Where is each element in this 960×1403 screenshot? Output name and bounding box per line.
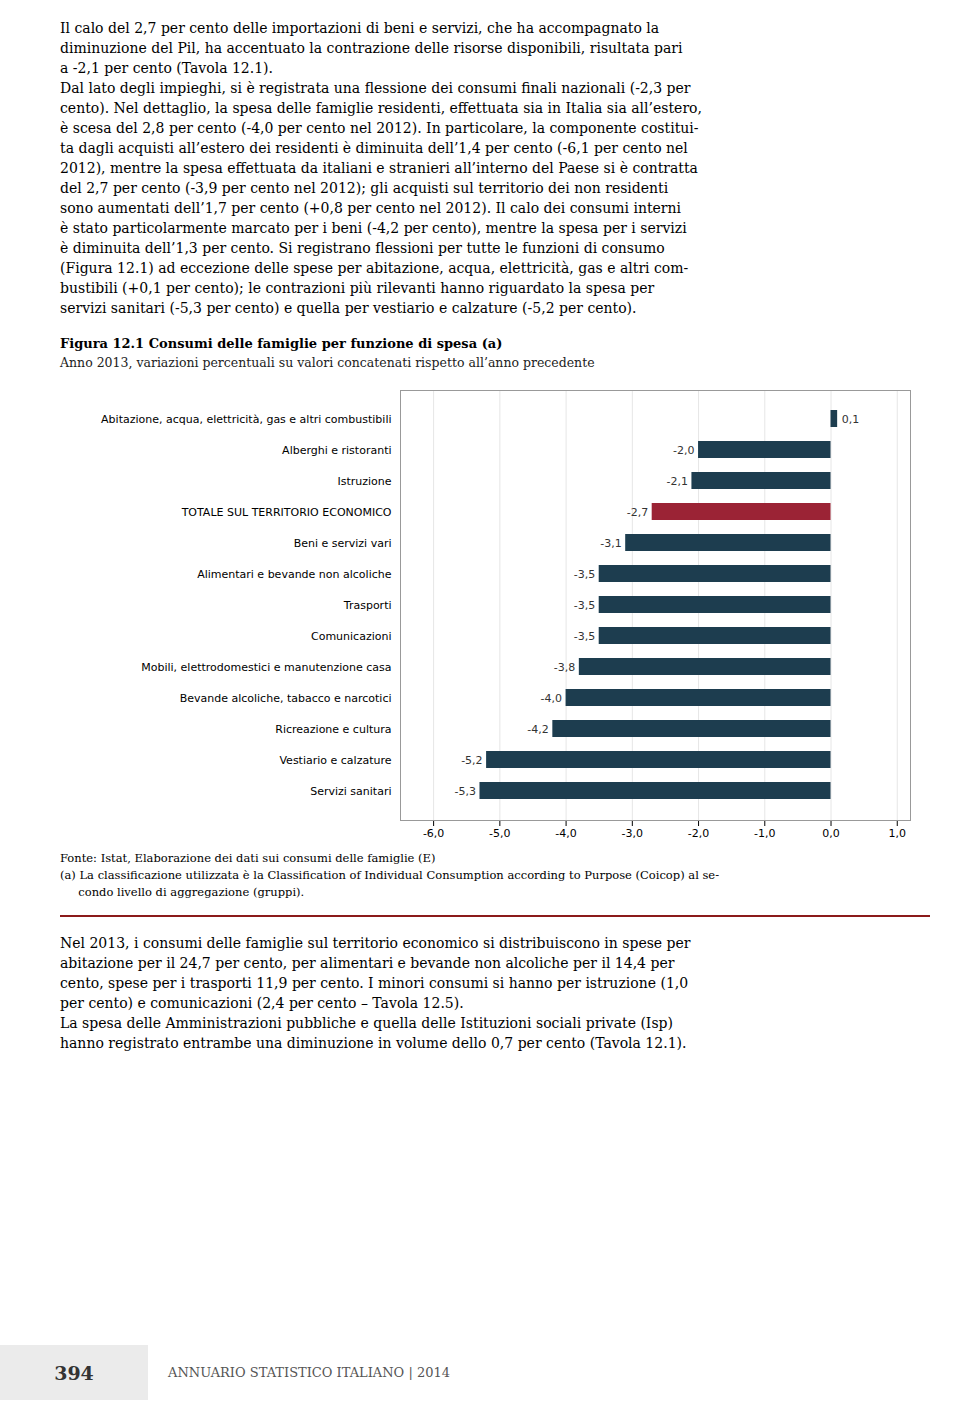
- svg-text:-2,0: -2,0: [688, 827, 709, 840]
- html-text:(a) La classificazione utilizz: (a) La classificazione utilizzata è la C…: [60, 868, 720, 882]
- svg-text:Beni e servizi vari: Beni e servizi vari: [294, 537, 392, 550]
- html-text:ANNUARIO STATISTICO ITALIANO |: ANNUARIO STATISTICO ITALIANO | 2014: [168, 1365, 450, 1380]
- svg-text:-6,0: -6,0: [423, 827, 444, 840]
- svg-text:-5,0: -5,0: [489, 827, 510, 840]
- html-text:ta dagli acquisti all’estero d: ta dagli acquisti all’estero dei residen…: [60, 140, 688, 156]
- svg-text:Comunicazioni: Comunicazioni: [311, 630, 392, 643]
- html-text:abitazione per il 24,7 per cen: abitazione per il 24,7 per cento, per al…: [60, 955, 675, 971]
- svg-text:-5,2: -5,2: [461, 754, 482, 767]
- svg-text:-3,0: -3,0: [622, 827, 643, 840]
- svg-text:Alberghi e ristoranti: Alberghi e ristoranti: [282, 444, 391, 457]
- html-text:(Figura 12.1) ad eccezione del: (Figura 12.1) ad eccezione delle spese p…: [60, 260, 689, 276]
- html-text:cento). Nel dettaglio, la spes: cento). Nel dettaglio, la spesa delle fa…: [60, 100, 702, 116]
- svg-text:Vestiario e calzature: Vestiario e calzature: [279, 754, 391, 767]
- html-text:a -2,1 per cento (Tavola 12.1): a -2,1 per cento (Tavola 12.1).: [60, 60, 273, 76]
- svg-text:Trasporti: Trasporti: [343, 599, 392, 612]
- html-text:sono aumentati dell’1,7 per ce: sono aumentati dell’1,7 per cento (+0,8 …: [60, 200, 681, 216]
- html-text:per cento) e comunicazioni (2,: per cento) e comunicazioni (2,4 per cent…: [60, 995, 464, 1011]
- svg-text:Servizi sanitari: Servizi sanitari: [310, 785, 391, 798]
- html-text:diminuzione del Pil, ha accent: diminuzione del Pil, ha accentuato la co…: [60, 40, 683, 56]
- svg-text:-2,7: -2,7: [627, 506, 648, 519]
- html-text:è scesa del 2,8 per cento (-4,: è scesa del 2,8 per cento (-4,0 per cent…: [60, 120, 699, 136]
- html-text:2012), mentre la spesa effettu: 2012), mentre la spesa effettuata da ita…: [60, 160, 698, 176]
- svg-text:-4,0: -4,0: [541, 692, 562, 705]
- svg-text:Alimentari e bevande non alcol: Alimentari e bevande non alcoliche: [197, 568, 392, 581]
- svg-text:-4,0: -4,0: [555, 827, 576, 840]
- svg-text:-3,8: -3,8: [554, 661, 575, 674]
- html-text:del 2,7 per cento (-3,9 per ce: del 2,7 per cento (-3,9 per cento nel 20…: [60, 180, 669, 196]
- svg-text:Istruzione: Istruzione: [337, 475, 391, 488]
- svg-text:-4,2: -4,2: [527, 723, 548, 736]
- html-text:è stato particolarmente marcat: è stato particolarmente marcato per i be…: [60, 220, 687, 236]
- svg-text:Bevande alcoliche, tabacco e n: Bevande alcoliche, tabacco e narcotici: [180, 692, 392, 705]
- html-text:bustibili (+0,1 per cento); le: bustibili (+0,1 per cento); le contrazio…: [60, 280, 655, 296]
- html-text:Dal lato degli impieghi, si è: Dal lato degli impieghi, si è registrata…: [60, 80, 691, 96]
- html-text:condo livello di aggregazione: condo livello di aggregazione (gruppi).: [60, 885, 305, 899]
- svg-text:-2,0: -2,0: [673, 444, 694, 457]
- svg-text:TOTALE SUL TERRITORIO ECONOMIC: TOTALE SUL TERRITORIO ECONOMICO: [181, 506, 392, 519]
- svg-text:Mobili, elettrodomestici e man: Mobili, elettrodomestici e manutenzione …: [141, 661, 391, 674]
- svg-text:1,0: 1,0: [889, 827, 907, 840]
- html-text:Fonte: Istat, Elaborazione dei: Fonte: Istat, Elaborazione dei dati sui …: [60, 851, 436, 865]
- svg-text:-3,5: -3,5: [574, 599, 595, 612]
- svg-text:-1,0: -1,0: [754, 827, 775, 840]
- html-text:Anno 2013, variazioni percentu: Anno 2013, variazioni percentuali su val…: [60, 355, 595, 370]
- svg-text:-2,1: -2,1: [666, 475, 687, 488]
- html-text:servizi sanitari (-5,3 per cen: servizi sanitari (-5,3 per cento) e quel…: [60, 300, 637, 316]
- html-text:Figura 12.1 Consumi delle fami: Figura 12.1 Consumi delle famiglie per f…: [60, 336, 503, 351]
- svg-text:-3,5: -3,5: [574, 630, 595, 643]
- html-text:Il calo del 2,7 per cento dell: Il calo del 2,7 per cento delle importaz…: [60, 20, 660, 36]
- svg-text:-3,5: -3,5: [574, 568, 595, 581]
- html-text:Nel 2013, i consumi delle fami: Nel 2013, i consumi delle famiglie sul t…: [60, 935, 691, 951]
- html-text:394: 394: [54, 1361, 94, 1384]
- svg-text:0,1: 0,1: [842, 413, 860, 426]
- html-text:cento, spese per i trasporti 1: cento, spese per i trasporti 11,9 per ce…: [60, 975, 689, 991]
- svg-text:0,0: 0,0: [822, 827, 840, 840]
- html-text:hanno registrato entrambe una: hanno registrato entrambe una diminuzion…: [60, 1035, 687, 1051]
- html-text:è diminuita dell’1,3 per cento: è diminuita dell’1,3 per cento. Si regis…: [60, 240, 665, 256]
- svg-text:-5,3: -5,3: [455, 785, 476, 798]
- svg-text:Abitazione, acqua, elettricità: Abitazione, acqua, elettricità, gas e al…: [101, 413, 391, 426]
- html-text:La spesa delle Amministrazioni: La spesa delle Amministrazioni pubbliche…: [60, 1015, 673, 1031]
- svg-text:-3,1: -3,1: [600, 537, 621, 550]
- svg-text:Ricreazione e cultura: Ricreazione e cultura: [275, 723, 391, 736]
